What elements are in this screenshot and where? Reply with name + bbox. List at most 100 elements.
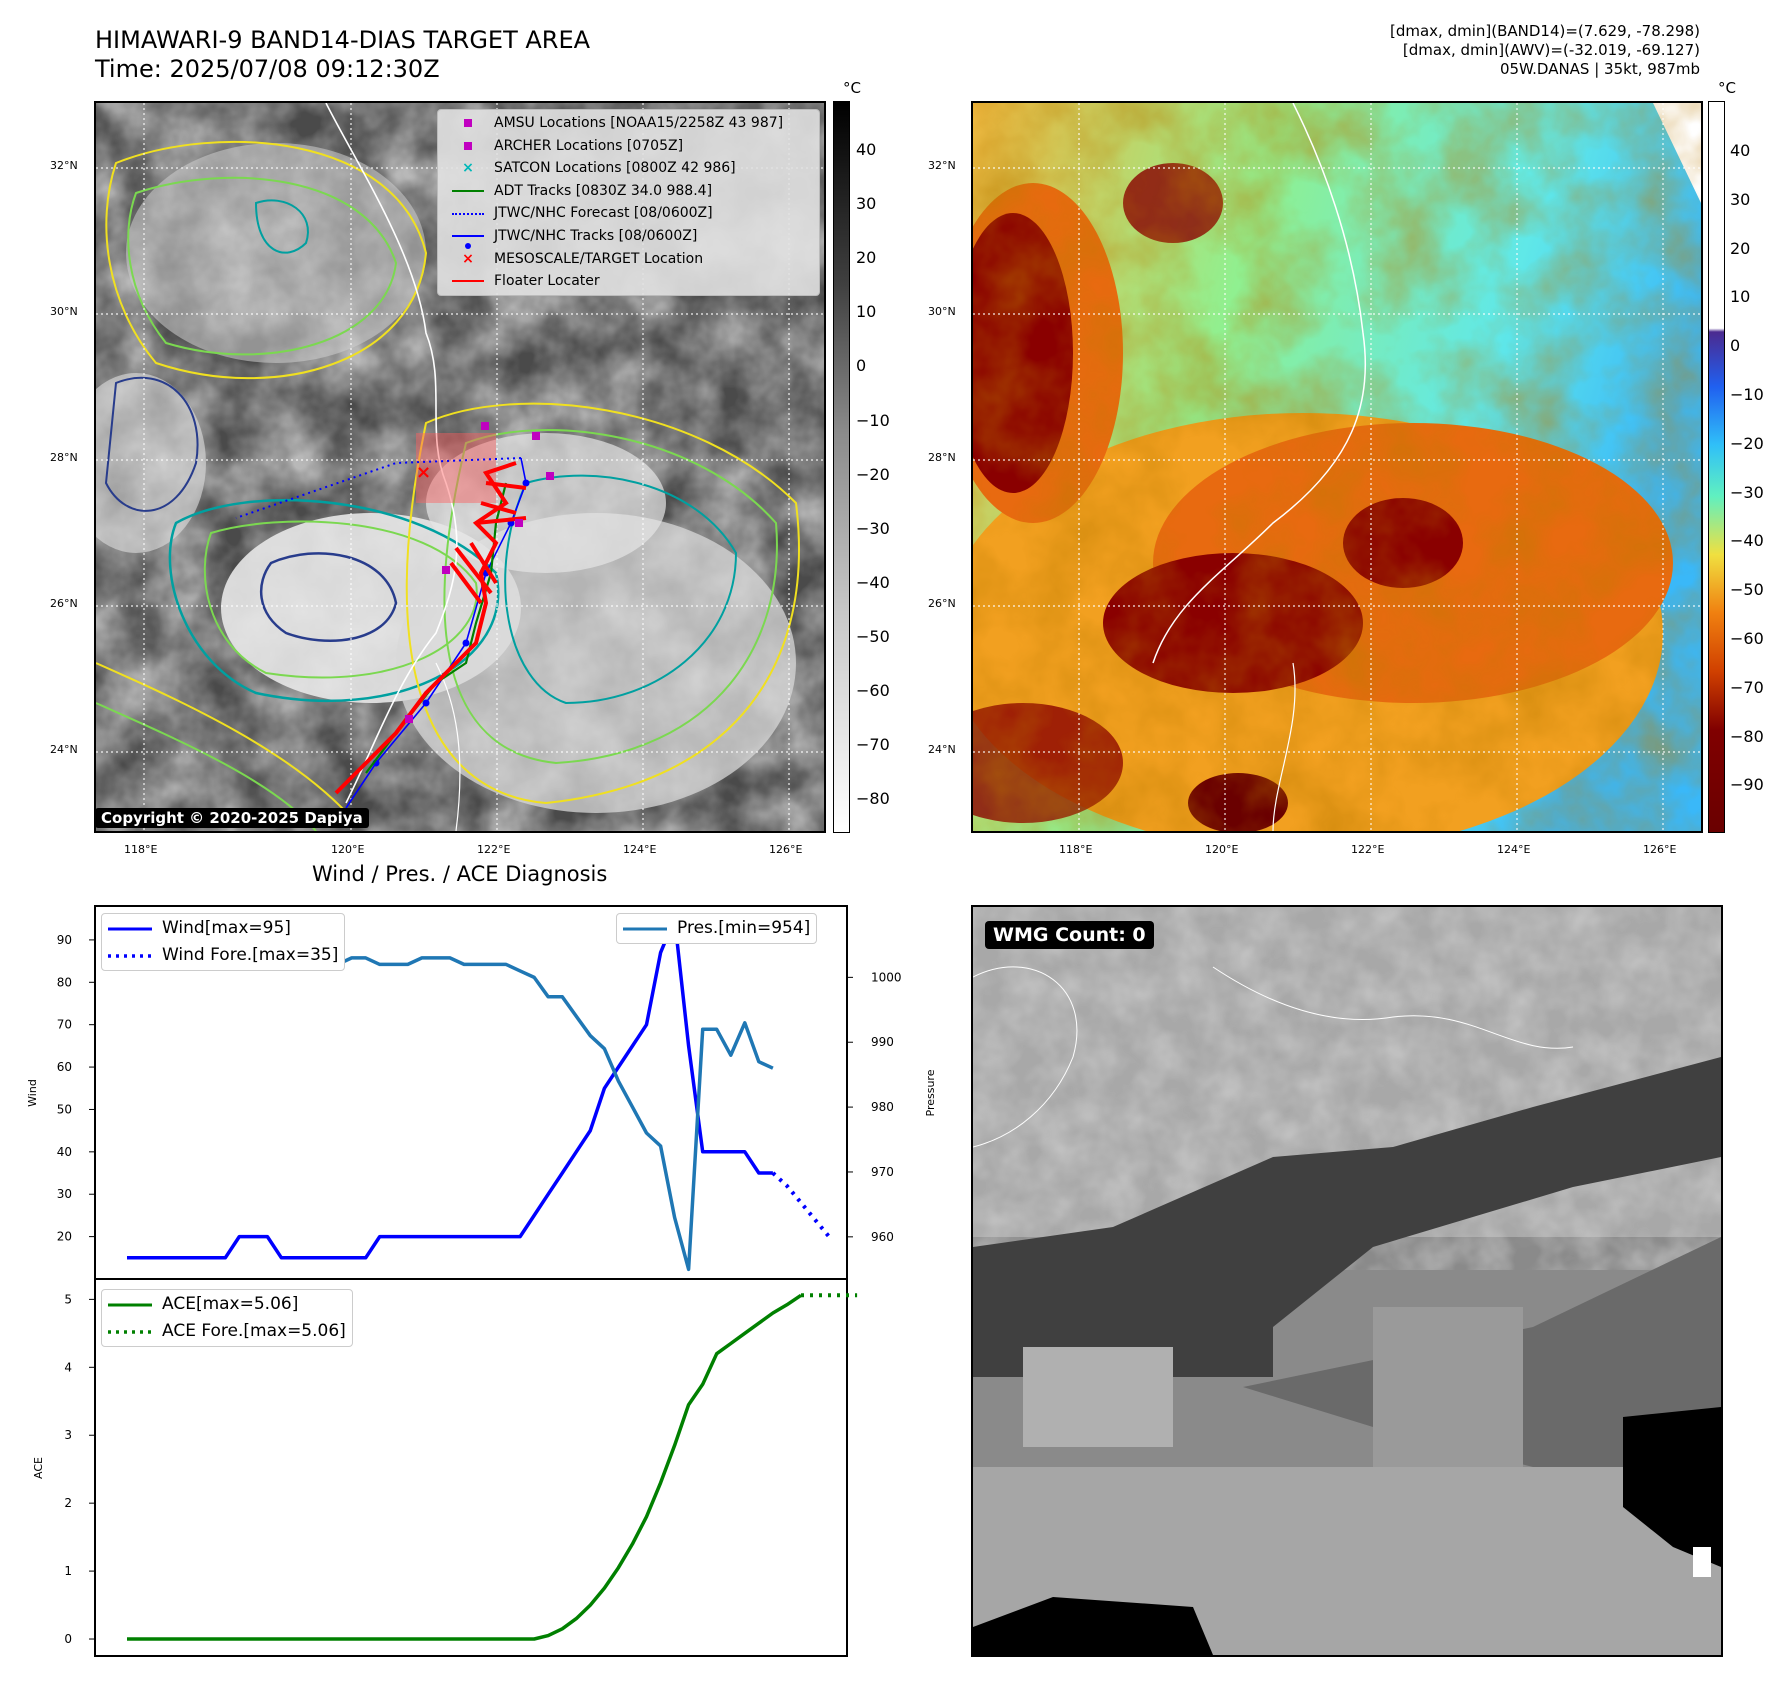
storm-info: 05W.DANAS | 35kt, 987mb (1499, 60, 1700, 78)
map-lat-tick: 32°N (50, 159, 78, 172)
pressure-axis-label: Pressure (924, 1069, 937, 1116)
awv-map-image (973, 103, 1701, 831)
ace-ytick-label: 1 (64, 1564, 72, 1578)
diagnosis-title: Wind / Pres. / ACE Diagnosis (312, 862, 608, 886)
pressure-line (127, 949, 774, 1272)
pres-legend-label: Pres.[min=954] (677, 918, 811, 938)
map-lon-tick: 122°E (1351, 843, 1385, 856)
wind-ytick-label: 30 (57, 1187, 72, 1201)
legend-jtwc-tracks: JTWC/NHC Tracks [08/0600Z] (442, 225, 815, 250)
left-colorbar-tick: −30 (856, 518, 890, 538)
left-colorbar-tick: 20 (856, 248, 877, 268)
stats-band14: [dmax, dmin](BAND14)=(7.629, -78.298) (1389, 22, 1700, 40)
right-colorbar-tick: 30 (1730, 189, 1751, 209)
left-colorbar-tick: −60 (856, 681, 890, 700)
legend-jtwc-forecast: JTWC/NHC Forecast [08/0600Z] (442, 202, 815, 225)
ace-legend: ACE[max=5.06] ACE Fore.[max=5.06] (101, 1289, 353, 1347)
right-colorbar-unit: °C (1718, 79, 1736, 97)
copyright-badge: Copyright © 2020-2025 Dapiya (95, 808, 369, 828)
map-lon-tick: 126°E (769, 843, 803, 856)
ace-legend-label: ACE[max=5.06] (162, 1294, 299, 1314)
right-colorbar-tick: 10 (1730, 287, 1751, 307)
wmg-panel (971, 905, 1723, 1657)
left-colorbar-tick: 10 (856, 302, 877, 322)
right-colorbar-tick: −30 (1730, 482, 1764, 502)
svg-text:×: × (416, 462, 431, 483)
right-colorbar-tick: −10 (1730, 385, 1764, 404)
wind-ytick-label: 70 (57, 1018, 72, 1032)
legend-archer: ARCHER Locations [0705Z] (442, 135, 815, 158)
legend-target: × MESOSCALE/TARGET Location (462, 250, 704, 267)
right-colorbar-tick: −90 (1730, 775, 1764, 795)
title-text: HIMAWARI-9 BAND14-DIAS TARGET AREA (95, 26, 591, 54)
left-colorbar-tick: 0 (856, 356, 867, 376)
map-lon-tick: 124°E (623, 843, 657, 856)
right-colorbar-tick: −70 (1730, 677, 1764, 697)
map-legend: AMSU Locations [NOAA15/2258Z 43 987] ARC… (437, 109, 820, 296)
map-lat-tick: 24°N (928, 743, 956, 756)
left-colorbar-tick: 30 (856, 194, 877, 214)
map-lon-tick: 126°E (1643, 843, 1677, 856)
legend-satcon: × SATCON Locations [0800Z 42 986] (462, 160, 736, 177)
legend-amsu: AMSU Locations [NOAA15/2258Z 43 987] (442, 112, 815, 135)
map-lat-tick: 26°N (928, 597, 956, 610)
wind-forecast-line (771, 1171, 831, 1238)
map-lon-tick: 118°E (124, 843, 158, 856)
left-colorbar-tick: −20 (856, 464, 890, 484)
pressure-ytick-label: 970 (871, 1165, 894, 1179)
wind-axis-label: Wind (26, 1079, 39, 1107)
awv-map-panel (971, 101, 1703, 833)
wind-ytick-label: 60 (57, 1060, 72, 1074)
ace-fore-legend-label: ACE Fore.[max=5.06] (162, 1321, 346, 1341)
wmg-count-badge: WMG Count: 0 (985, 921, 1154, 949)
map-lon-tick: 124°E (1497, 843, 1531, 856)
wind-ytick-label: 40 (57, 1145, 72, 1159)
left-colorbar-tick: −50 (856, 626, 890, 646)
wind-legend: Wind[max=95] Wind Fore.[max=35] (101, 913, 346, 971)
left-colorbar-tick: −40 (856, 572, 890, 592)
map-lat-tick: 28°N (928, 451, 956, 464)
map-lon-tick: 120°E (1205, 843, 1239, 856)
pressure-ytick-label: 960 (871, 1230, 894, 1244)
right-colorbar-tick: −60 (1730, 629, 1764, 648)
right-colorbar-tick: 0 (1730, 336, 1741, 356)
left-colorbar (833, 101, 850, 833)
right-colorbar-tick: −50 (1730, 580, 1764, 600)
left-colorbar-unit: °C (843, 79, 861, 97)
map-lat-tick: 24°N (50, 743, 78, 756)
map-lat-tick: 26°N (50, 597, 78, 610)
right-colorbar-tick: −80 (1730, 726, 1764, 746)
pressure-legend: Pres.[min=954] (616, 913, 818, 944)
stats-awv: [dmax, dmin](AWV)=(-32.019, -69.127) (1402, 41, 1700, 59)
map-lon-tick: 122°E (477, 843, 511, 856)
ace-ytick-label: 3 (64, 1428, 72, 1442)
wind-ytick-label: 20 (57, 1230, 72, 1244)
right-colorbar-tick: −40 (1730, 531, 1764, 551)
ace-ytick-label: 4 (64, 1360, 72, 1374)
right-colorbar-tick: 40 (1730, 141, 1751, 160)
pressure-ytick-label: 980 (871, 1100, 894, 1114)
wind-legend-label: Wind[max=95] (162, 918, 291, 938)
left-colorbar-tick: −80 (856, 789, 890, 809)
figure-title: HIMAWARI-9 BAND14-DIAS TARGET AREA Time:… (95, 26, 590, 84)
right-colorbar-tick: 20 (1730, 238, 1751, 258)
wind-ytick-label: 90 (57, 933, 72, 947)
ace-ytick-label: 2 (64, 1496, 72, 1510)
time-text: Time: 2025/07/08 09:12:30Z (95, 55, 440, 83)
map-lat-tick: 30°N (50, 305, 78, 318)
left-colorbar-tick: −70 (856, 735, 890, 755)
map-lon-tick: 118°E (1059, 843, 1093, 856)
left-colorbar-tick: 40 (856, 140, 877, 159)
pressure-ytick-label: 990 (871, 1035, 894, 1049)
map-lat-tick: 28°N (50, 451, 78, 464)
ace-axes (94, 1278, 848, 1657)
ace-ytick-label: 5 (64, 1292, 72, 1306)
legend-floater: Floater Locater (442, 270, 815, 293)
left-colorbar-tick: −10 (856, 410, 890, 430)
right-colorbar (1708, 101, 1725, 833)
pressure-ytick-label: 1000 (871, 970, 902, 984)
map-lon-tick: 120°E (331, 843, 365, 856)
map-lat-tick: 30°N (928, 305, 956, 318)
wind-ytick-label: 50 (57, 1102, 72, 1116)
